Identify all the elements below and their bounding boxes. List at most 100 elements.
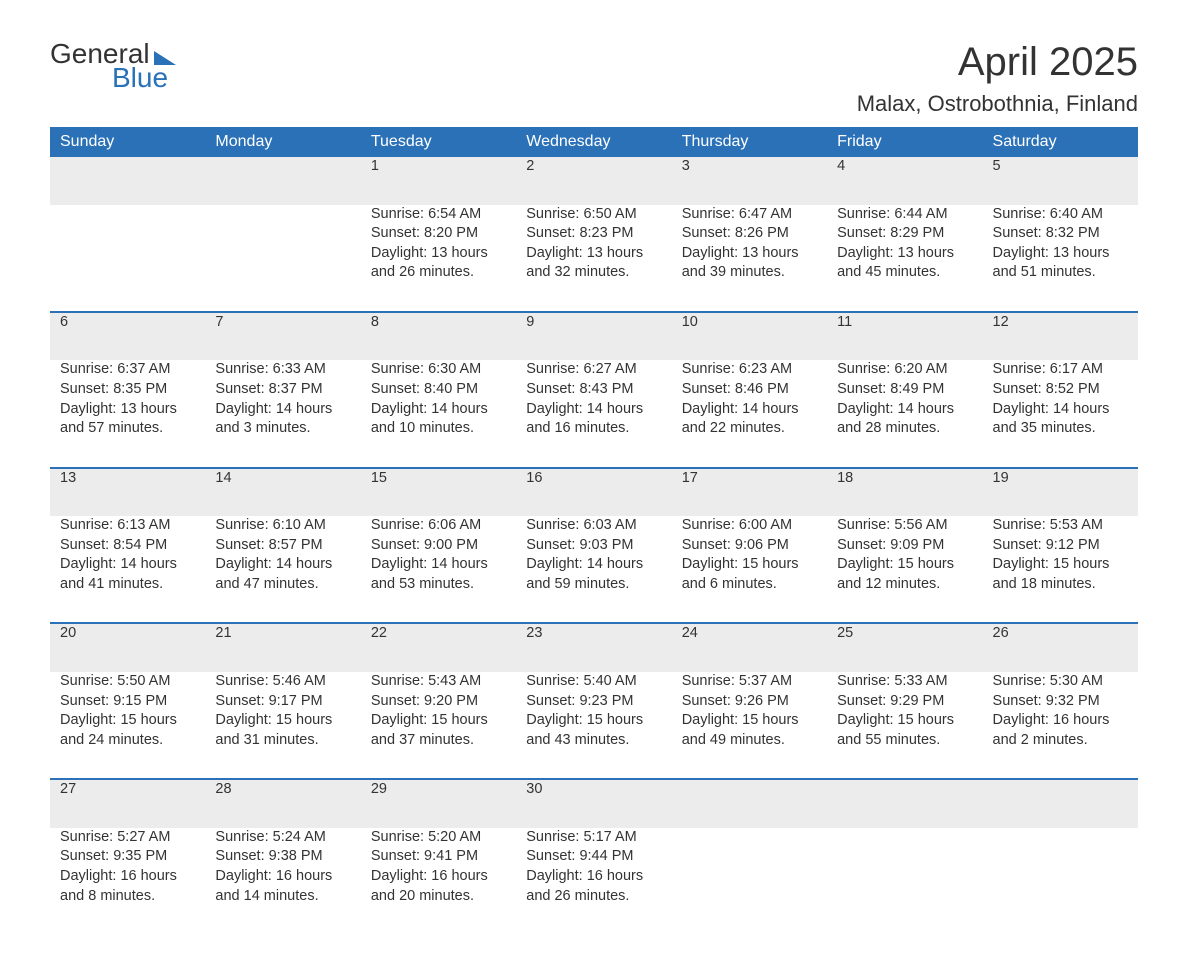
day-number-cell: 16 (516, 468, 671, 517)
day-detail-cell: Sunrise: 5:33 AMSunset: 9:29 PMDaylight:… (827, 672, 982, 779)
day-number-cell: 8 (361, 312, 516, 361)
sunrise-line: Sunrise: 6:47 AM (682, 205, 817, 225)
logo-flag-icon (154, 51, 176, 65)
day-number-cell: 5 (983, 157, 1138, 205)
daylight-line: Daylight: 13 hours and 26 minutes. (371, 244, 506, 283)
day-detail-cell (827, 828, 982, 934)
day-detail-cell: Sunrise: 5:43 AMSunset: 9:20 PMDaylight:… (361, 672, 516, 779)
sunrise-line: Sunrise: 5:37 AM (682, 672, 817, 692)
sunset-line: Sunset: 8:43 PM (526, 380, 661, 400)
day-detail-cell: Sunrise: 5:46 AMSunset: 9:17 PMDaylight:… (205, 672, 360, 779)
day-header-row: SundayMondayTuesdayWednesdayThursdayFrid… (50, 127, 1138, 157)
day-detail-cell (50, 205, 205, 312)
day-number-cell: 20 (50, 623, 205, 672)
sunrise-line: Sunrise: 5:27 AM (60, 828, 195, 848)
day-number-cell (672, 779, 827, 828)
sunset-line: Sunset: 8:26 PM (682, 224, 817, 244)
day-number-cell: 1 (361, 157, 516, 205)
sunrise-line: Sunrise: 5:33 AM (837, 672, 972, 692)
day-number-cell: 11 (827, 312, 982, 361)
daylight-line: Daylight: 16 hours and 2 minutes. (993, 711, 1128, 750)
day-header: Tuesday (361, 127, 516, 157)
day-header: Wednesday (516, 127, 671, 157)
day-detail-cell: Sunrise: 6:40 AMSunset: 8:32 PMDaylight:… (983, 205, 1138, 312)
day-detail-cell: Sunrise: 6:10 AMSunset: 8:57 PMDaylight:… (205, 516, 360, 623)
location-subtitle: Malax, Ostrobothnia, Finland (857, 91, 1138, 117)
daylight-line: Daylight: 14 hours and 41 minutes. (60, 555, 195, 594)
day-number-cell: 10 (672, 312, 827, 361)
day-detail-cell (205, 205, 360, 312)
daylight-line: Daylight: 14 hours and 59 minutes. (526, 555, 661, 594)
sunset-line: Sunset: 9:35 PM (60, 847, 195, 867)
day-detail-cell (672, 828, 827, 934)
sunrise-line: Sunrise: 5:30 AM (993, 672, 1128, 692)
sunset-line: Sunset: 9:20 PM (371, 692, 506, 712)
daylight-line: Daylight: 13 hours and 57 minutes. (60, 400, 195, 439)
sunset-line: Sunset: 8:54 PM (60, 536, 195, 556)
day-number-cell: 4 (827, 157, 982, 205)
week-number-row: 27282930 (50, 779, 1138, 828)
sunset-line: Sunset: 8:57 PM (215, 536, 350, 556)
day-number-cell: 21 (205, 623, 360, 672)
sunset-line: Sunset: 9:23 PM (526, 692, 661, 712)
sunrise-line: Sunrise: 5:50 AM (60, 672, 195, 692)
daylight-line: Daylight: 14 hours and 35 minutes. (993, 400, 1128, 439)
sunrise-line: Sunrise: 6:50 AM (526, 205, 661, 225)
daylight-line: Daylight: 15 hours and 55 minutes. (837, 711, 972, 750)
daylight-line: Daylight: 14 hours and 16 minutes. (526, 400, 661, 439)
day-number-cell: 23 (516, 623, 671, 672)
sunrise-line: Sunrise: 6:37 AM (60, 360, 195, 380)
day-detail-cell: Sunrise: 6:06 AMSunset: 9:00 PMDaylight:… (361, 516, 516, 623)
daylight-line: Daylight: 15 hours and 49 minutes. (682, 711, 817, 750)
daylight-line: Daylight: 14 hours and 47 minutes. (215, 555, 350, 594)
daylight-line: Daylight: 14 hours and 28 minutes. (837, 400, 972, 439)
sunset-line: Sunset: 8:32 PM (993, 224, 1128, 244)
day-number-cell: 14 (205, 468, 360, 517)
sunset-line: Sunset: 8:37 PM (215, 380, 350, 400)
logo: General Blue (50, 40, 176, 92)
sunrise-line: Sunrise: 6:10 AM (215, 516, 350, 536)
day-number-cell: 2 (516, 157, 671, 205)
sunset-line: Sunset: 9:12 PM (993, 536, 1128, 556)
day-detail-cell: Sunrise: 5:37 AMSunset: 9:26 PMDaylight:… (672, 672, 827, 779)
day-number-cell (50, 157, 205, 205)
daylight-line: Daylight: 13 hours and 51 minutes. (993, 244, 1128, 283)
sunrise-line: Sunrise: 6:33 AM (215, 360, 350, 380)
daylight-line: Daylight: 16 hours and 26 minutes. (526, 867, 661, 906)
day-detail-cell: Sunrise: 6:37 AMSunset: 8:35 PMDaylight:… (50, 360, 205, 467)
day-number-cell: 29 (361, 779, 516, 828)
sunrise-line: Sunrise: 6:54 AM (371, 205, 506, 225)
sunset-line: Sunset: 8:35 PM (60, 380, 195, 400)
daylight-line: Daylight: 16 hours and 8 minutes. (60, 867, 195, 906)
daylight-line: Daylight: 15 hours and 18 minutes. (993, 555, 1128, 594)
week-detail-row: Sunrise: 5:50 AMSunset: 9:15 PMDaylight:… (50, 672, 1138, 779)
sunset-line: Sunset: 8:49 PM (837, 380, 972, 400)
day-detail-cell: Sunrise: 5:50 AMSunset: 9:15 PMDaylight:… (50, 672, 205, 779)
day-detail-cell: Sunrise: 6:03 AMSunset: 9:03 PMDaylight:… (516, 516, 671, 623)
day-number-cell: 17 (672, 468, 827, 517)
sunset-line: Sunset: 9:15 PM (60, 692, 195, 712)
week-number-row: 13141516171819 (50, 468, 1138, 517)
sunset-line: Sunset: 9:44 PM (526, 847, 661, 867)
sunrise-line: Sunrise: 6:27 AM (526, 360, 661, 380)
day-header: Friday (827, 127, 982, 157)
sunrise-line: Sunrise: 6:13 AM (60, 516, 195, 536)
sunset-line: Sunset: 8:46 PM (682, 380, 817, 400)
day-detail-cell: Sunrise: 6:54 AMSunset: 8:20 PMDaylight:… (361, 205, 516, 312)
day-detail-cell: Sunrise: 5:20 AMSunset: 9:41 PMDaylight:… (361, 828, 516, 934)
daylight-line: Daylight: 15 hours and 6 minutes. (682, 555, 817, 594)
day-number-cell: 3 (672, 157, 827, 205)
daylight-line: Daylight: 15 hours and 12 minutes. (837, 555, 972, 594)
daylight-line: Daylight: 16 hours and 14 minutes. (215, 867, 350, 906)
logo-word-blue: Blue (112, 64, 176, 92)
sunset-line: Sunset: 8:29 PM (837, 224, 972, 244)
daylight-line: Daylight: 14 hours and 10 minutes. (371, 400, 506, 439)
day-number-cell (983, 779, 1138, 828)
day-number-cell: 12 (983, 312, 1138, 361)
sunrise-line: Sunrise: 5:17 AM (526, 828, 661, 848)
day-detail-cell: Sunrise: 6:27 AMSunset: 8:43 PMDaylight:… (516, 360, 671, 467)
daylight-line: Daylight: 15 hours and 24 minutes. (60, 711, 195, 750)
daylight-line: Daylight: 13 hours and 39 minutes. (682, 244, 817, 283)
day-detail-cell (983, 828, 1138, 934)
sunset-line: Sunset: 9:38 PM (215, 847, 350, 867)
